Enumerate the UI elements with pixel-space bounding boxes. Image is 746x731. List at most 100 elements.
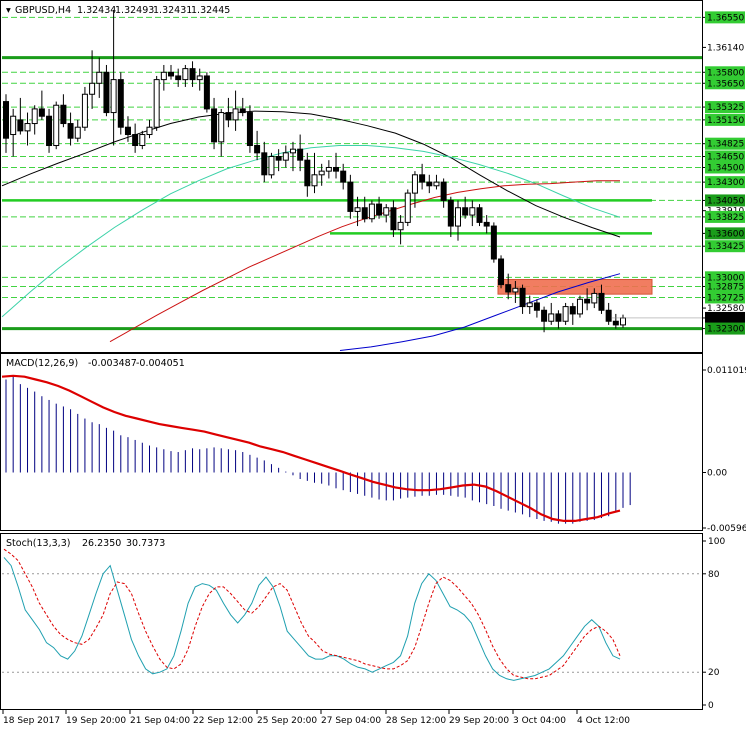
- price-tick-label: 1.34825: [707, 140, 744, 150]
- candle: [333, 152, 340, 179]
- candle: [67, 112, 74, 146]
- candle-body-bull: [548, 313, 555, 322]
- candle: [526, 295, 533, 314]
- ohlc-open: 1.32434: [77, 5, 116, 16]
- price-tick-label: 1.34050: [707, 196, 744, 206]
- stoch-value-main: 26.2350: [82, 538, 121, 549]
- candle-body-bull: [31, 108, 38, 125]
- candle: [160, 64, 167, 91]
- candle-body-bull: [620, 317, 626, 326]
- candle: [605, 302, 612, 325]
- candle-body-bull: [318, 170, 325, 176]
- candle-body-bear: [483, 221, 490, 227]
- candle: [232, 90, 239, 131]
- candle-body-bear: [225, 112, 232, 121]
- candle-body-bull: [512, 287, 519, 293]
- price-tag-box: [705, 271, 745, 284]
- price-tag-box: [705, 227, 745, 240]
- candle-body-bull: [268, 155, 275, 176]
- candle: [53, 101, 60, 150]
- candle-body-bear: [124, 126, 131, 136]
- candle: [490, 222, 497, 263]
- candle: [239, 97, 246, 117]
- candle: [476, 204, 483, 227]
- candle: [390, 200, 397, 238]
- header-caret: ▾: [6, 5, 11, 16]
- candle: [354, 196, 361, 227]
- macd-panel-frame: [0, 353, 703, 531]
- stoch-title: Stoch(13,3,3): [6, 538, 70, 549]
- candle: [117, 72, 124, 135]
- candle-body-bear: [505, 284, 512, 293]
- price-tick-label: 1.34650: [707, 152, 744, 162]
- time-tick-label: 3 Oct 04:00: [513, 716, 566, 726]
- ma-blue-line: [339, 273, 621, 351]
- candle-body-bear: [361, 207, 368, 220]
- ohlc-low: 1.32431: [153, 5, 192, 16]
- price-tick-label: 1.36550: [707, 13, 744, 23]
- time-tick-label: 21 Sep 04:00: [130, 716, 190, 726]
- candle-body-bull: [96, 71, 103, 84]
- candle: [261, 141, 268, 183]
- candle-body-bull: [74, 126, 81, 139]
- candle: [211, 97, 218, 150]
- candle: [555, 310, 562, 329]
- candle-body-bear: [239, 108, 246, 114]
- price-tag-box: [705, 322, 745, 335]
- candle: [541, 306, 548, 333]
- candle: [246, 105, 253, 153]
- candle: [175, 68, 182, 87]
- macd-indicator: 0.011019 0.00 -0.005966: [1, 366, 746, 534]
- candle-body-bear: [46, 115, 53, 147]
- candle-body-bull: [311, 174, 318, 187]
- candle: [318, 163, 325, 186]
- candle-body-bear: [254, 145, 261, 154]
- candle-body-bull: [368, 203, 375, 220]
- candle-body-bull: [24, 123, 31, 132]
- candle-body-bear: [598, 292, 605, 311]
- candle-body-bear: [17, 119, 24, 132]
- candle: [519, 284, 526, 314]
- candle: [139, 130, 146, 150]
- price-tag-box: [705, 176, 745, 189]
- candle: [268, 152, 275, 179]
- candle-body-bear: [541, 309, 548, 322]
- candle-body-bear: [189, 68, 196, 81]
- candle-body-bear: [490, 225, 497, 260]
- candle-body-bull: [526, 302, 533, 308]
- candle: [74, 119, 81, 142]
- candle-body-bear: [347, 181, 354, 212]
- candle: [548, 302, 555, 325]
- candle-body-bull: [576, 298, 583, 315]
- candle: [275, 149, 282, 172]
- candle-body-bear: [376, 203, 383, 216]
- candle: [182, 64, 189, 87]
- ohlc-high: 1.32493: [115, 5, 154, 16]
- macd-title: MACD(12,26,9): [6, 358, 78, 369]
- candle-body-bear: [340, 170, 347, 183]
- price-tag-box: [705, 150, 745, 163]
- stoch-tick-label: 20: [708, 668, 720, 678]
- candle-body-bull: [218, 112, 225, 143]
- candle-body-bull: [110, 79, 117, 114]
- candle: [89, 50, 96, 109]
- candle: [376, 196, 383, 219]
- candle-body-bear: [304, 159, 311, 187]
- candle-body-bear: [103, 71, 110, 114]
- price-tag-box: [705, 280, 745, 293]
- candle: [110, 10, 117, 146]
- candle-body-bear: [462, 207, 469, 216]
- candle: [196, 68, 203, 91]
- stoch-value-signal: 30.7373: [126, 538, 165, 549]
- candle: [103, 64, 110, 117]
- price-panel-frame: [0, 0, 703, 353]
- candlesticks[interactable]: [3, 10, 626, 333]
- candle-body-bull: [383, 207, 390, 216]
- candle-body-bear: [3, 101, 9, 139]
- candle: [419, 163, 426, 190]
- candle-body-bear: [38, 108, 45, 117]
- candle-body-bull: [81, 93, 88, 128]
- price-tick-label: 1.32580: [707, 304, 744, 314]
- candle-body-bear: [275, 155, 282, 161]
